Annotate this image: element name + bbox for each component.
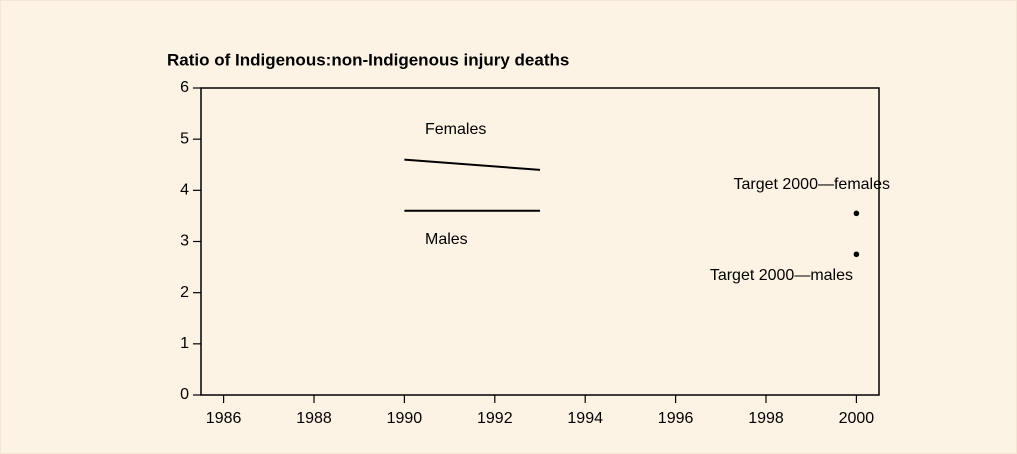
x-tick-label: 1992 [477, 410, 513, 427]
y-tick-label: 2 [180, 284, 189, 301]
y-tick-label: 3 [180, 233, 189, 250]
x-tick-label: 1988 [296, 410, 332, 427]
chart-title: Ratio of Indigenous:non-Indigenous injur… [167, 50, 569, 69]
y-tick-label: 5 [180, 130, 189, 147]
x-tick-label: 1998 [748, 410, 784, 427]
x-tick-label: 1994 [567, 410, 603, 427]
series-point [853, 210, 860, 217]
y-tick-label: 1 [180, 335, 189, 352]
x-tick-label: 1990 [387, 410, 423, 427]
series-label: Target 2000—males [710, 267, 853, 284]
x-tick-label: 2000 [839, 410, 875, 427]
y-tick-label: 0 [180, 386, 189, 403]
series-line [404, 158, 541, 171]
x-tick-label: 1986 [206, 410, 242, 427]
y-tick-label: 4 [180, 182, 189, 199]
y-tick-label: 6 [180, 79, 189, 96]
series-point [853, 251, 860, 258]
x-tick-label: 1996 [658, 410, 694, 427]
series-label: Females [425, 121, 486, 138]
series-label: Males [425, 231, 468, 248]
series-label: Target 2000—females [733, 176, 890, 193]
